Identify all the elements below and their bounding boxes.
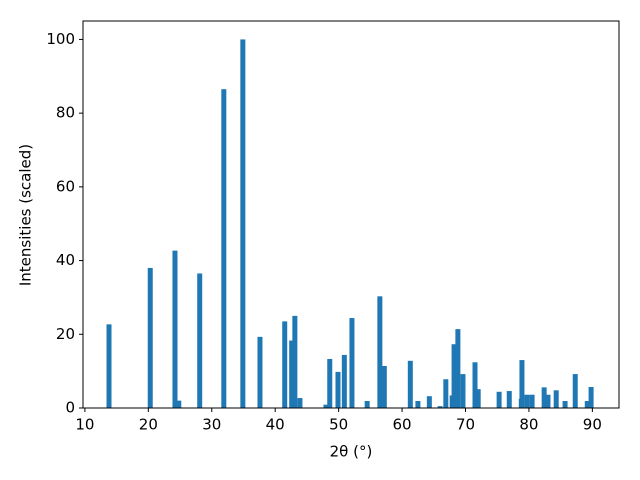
bar xyxy=(172,250,178,408)
x-axis-label: 2θ (°) xyxy=(330,443,373,461)
x-tick-label: 30 xyxy=(202,416,221,434)
bar xyxy=(176,400,182,408)
bar xyxy=(545,394,551,408)
y-tick-label: 80 xyxy=(56,104,75,122)
x-tick-label: 40 xyxy=(266,416,285,434)
bar xyxy=(415,400,421,408)
bar xyxy=(106,324,112,408)
bar xyxy=(364,400,370,408)
bar xyxy=(562,400,568,408)
x-tick-label: 90 xyxy=(583,416,602,434)
bar xyxy=(377,296,383,408)
bar xyxy=(349,318,355,408)
plot-frame xyxy=(82,20,620,409)
y-tick-label: 0 xyxy=(65,399,75,417)
bar xyxy=(407,360,413,408)
y-tick-label: 40 xyxy=(56,251,75,269)
x-tick-label: 70 xyxy=(456,416,475,434)
bar xyxy=(529,394,535,408)
bar xyxy=(381,365,387,408)
bar xyxy=(443,379,449,408)
bar xyxy=(426,396,432,408)
bar xyxy=(240,39,246,409)
y-tick-label: 20 xyxy=(56,325,75,343)
y-axis-label: Intensities (scaled) xyxy=(17,144,35,286)
x-tick-label: 20 xyxy=(139,416,158,434)
bar xyxy=(221,89,227,408)
bar xyxy=(257,336,263,408)
x-tick-label: 60 xyxy=(393,416,412,434)
bar xyxy=(553,390,559,408)
bar xyxy=(588,386,594,408)
bar xyxy=(472,362,478,408)
bar xyxy=(524,394,530,408)
bar xyxy=(292,315,298,408)
bar xyxy=(297,398,303,408)
bar xyxy=(341,354,347,408)
bar xyxy=(519,360,525,408)
x-tick-label: 10 xyxy=(75,416,94,434)
bar xyxy=(475,389,481,408)
y-tick-label: 60 xyxy=(56,177,75,195)
bar xyxy=(289,340,295,408)
bar xyxy=(584,400,590,408)
bar xyxy=(327,358,333,408)
bar xyxy=(460,374,466,408)
bar xyxy=(197,273,203,408)
bar xyxy=(541,387,547,408)
bar xyxy=(437,406,443,408)
bar xyxy=(451,344,457,408)
bar xyxy=(455,329,461,408)
bar xyxy=(506,391,512,408)
bar xyxy=(335,371,341,408)
x-tick-label: 50 xyxy=(329,416,348,434)
bar xyxy=(572,374,578,408)
bar xyxy=(282,321,288,408)
x-tick-label: 80 xyxy=(519,416,538,434)
bar xyxy=(496,391,502,408)
bar xyxy=(147,267,153,408)
y-tick-label: 100 xyxy=(46,30,75,48)
bar xyxy=(323,404,329,408)
